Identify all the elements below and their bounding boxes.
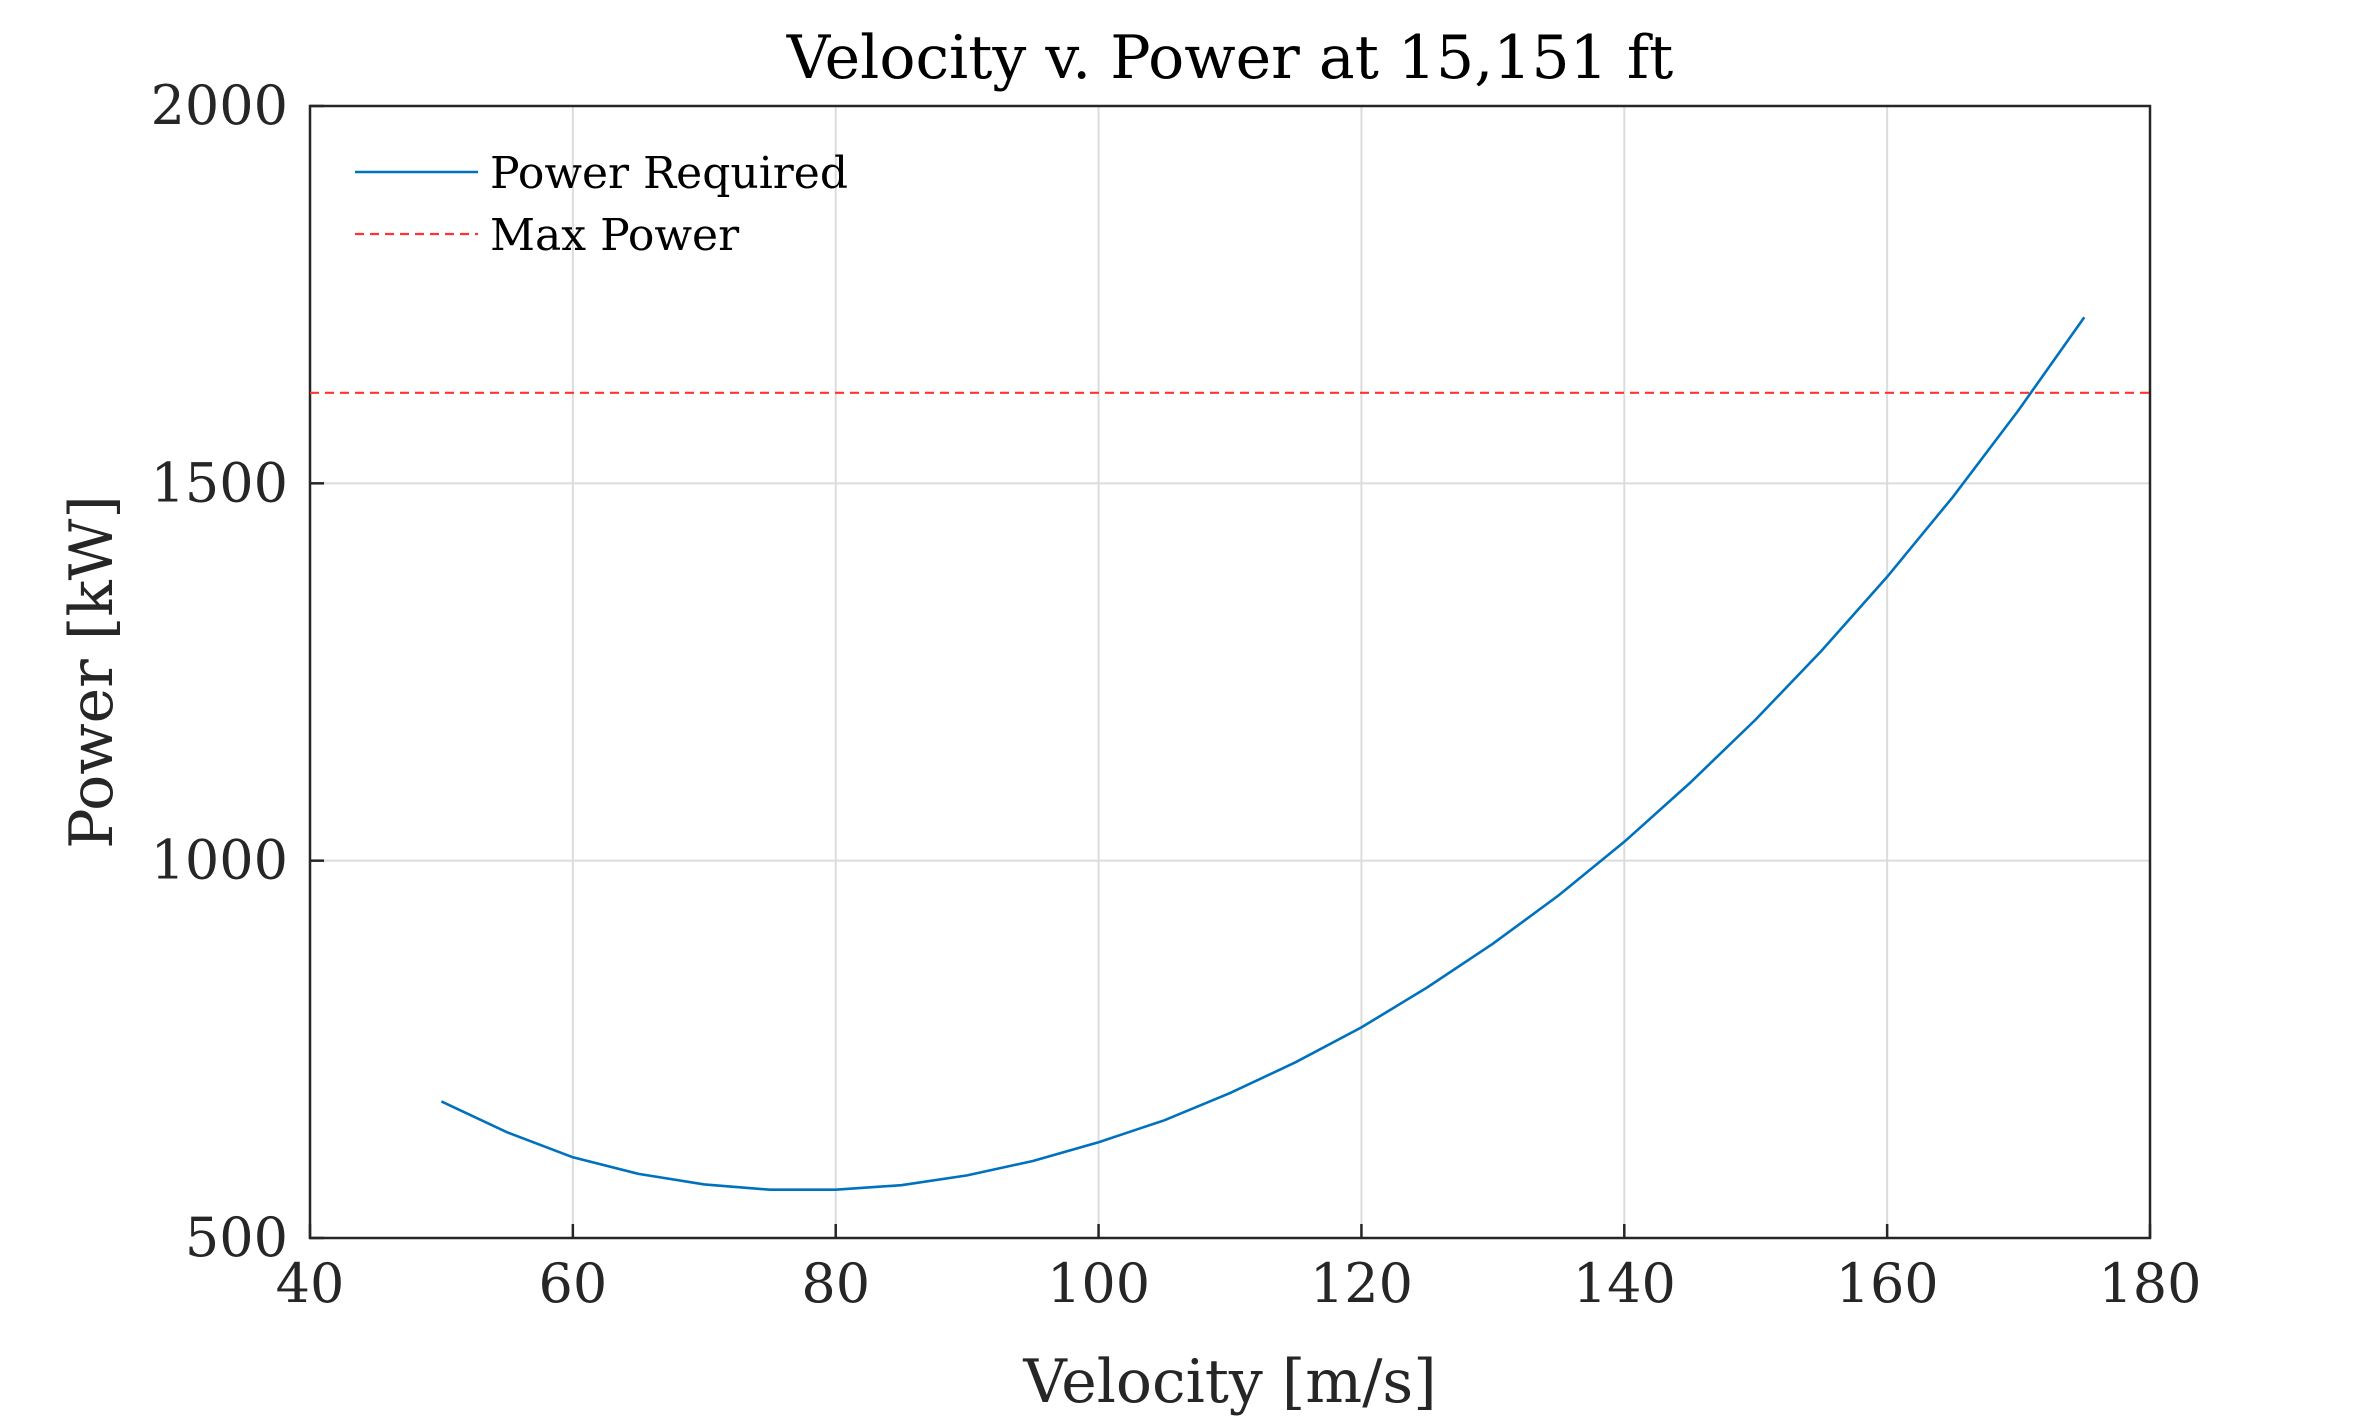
grid xyxy=(309,105,2151,1239)
ticks: 40 60 80 100 120 140 160 180 500 1000 1500 2000 xyxy=(151,74,2202,1315)
x-tick-label: 100 xyxy=(1047,1252,1150,1315)
x-tick-label: 160 xyxy=(1836,1252,1939,1315)
series-layer xyxy=(310,316,2150,1191)
x-tick-label: 120 xyxy=(1310,1252,1413,1315)
chart-title: Velocity v. Power at 15,151 ft xyxy=(786,23,1673,93)
y-tick-label: 1500 xyxy=(151,451,288,514)
x-tick-label: 40 xyxy=(276,1252,345,1315)
x-tick-label: 140 xyxy=(1573,1252,1676,1315)
legend-label: Power Required xyxy=(490,148,848,199)
legend: Power Required Max Power xyxy=(355,148,848,261)
y-tick-label: 2000 xyxy=(151,74,288,137)
y-tick-label: 1000 xyxy=(151,829,288,892)
series-line-power-required xyxy=(440,316,2086,1191)
plot-frame xyxy=(308,104,2152,1240)
legend-label: Max Power xyxy=(490,210,740,261)
x-axis-title: Velocity [m/s] xyxy=(1022,1347,1436,1417)
x-tick-label: 80 xyxy=(801,1252,870,1315)
x-tick-label: 60 xyxy=(538,1252,607,1315)
y-tick-label: 500 xyxy=(185,1206,288,1269)
y-axis-title: Power [kW] xyxy=(57,495,127,849)
x-tick-label: 180 xyxy=(2098,1252,2201,1315)
